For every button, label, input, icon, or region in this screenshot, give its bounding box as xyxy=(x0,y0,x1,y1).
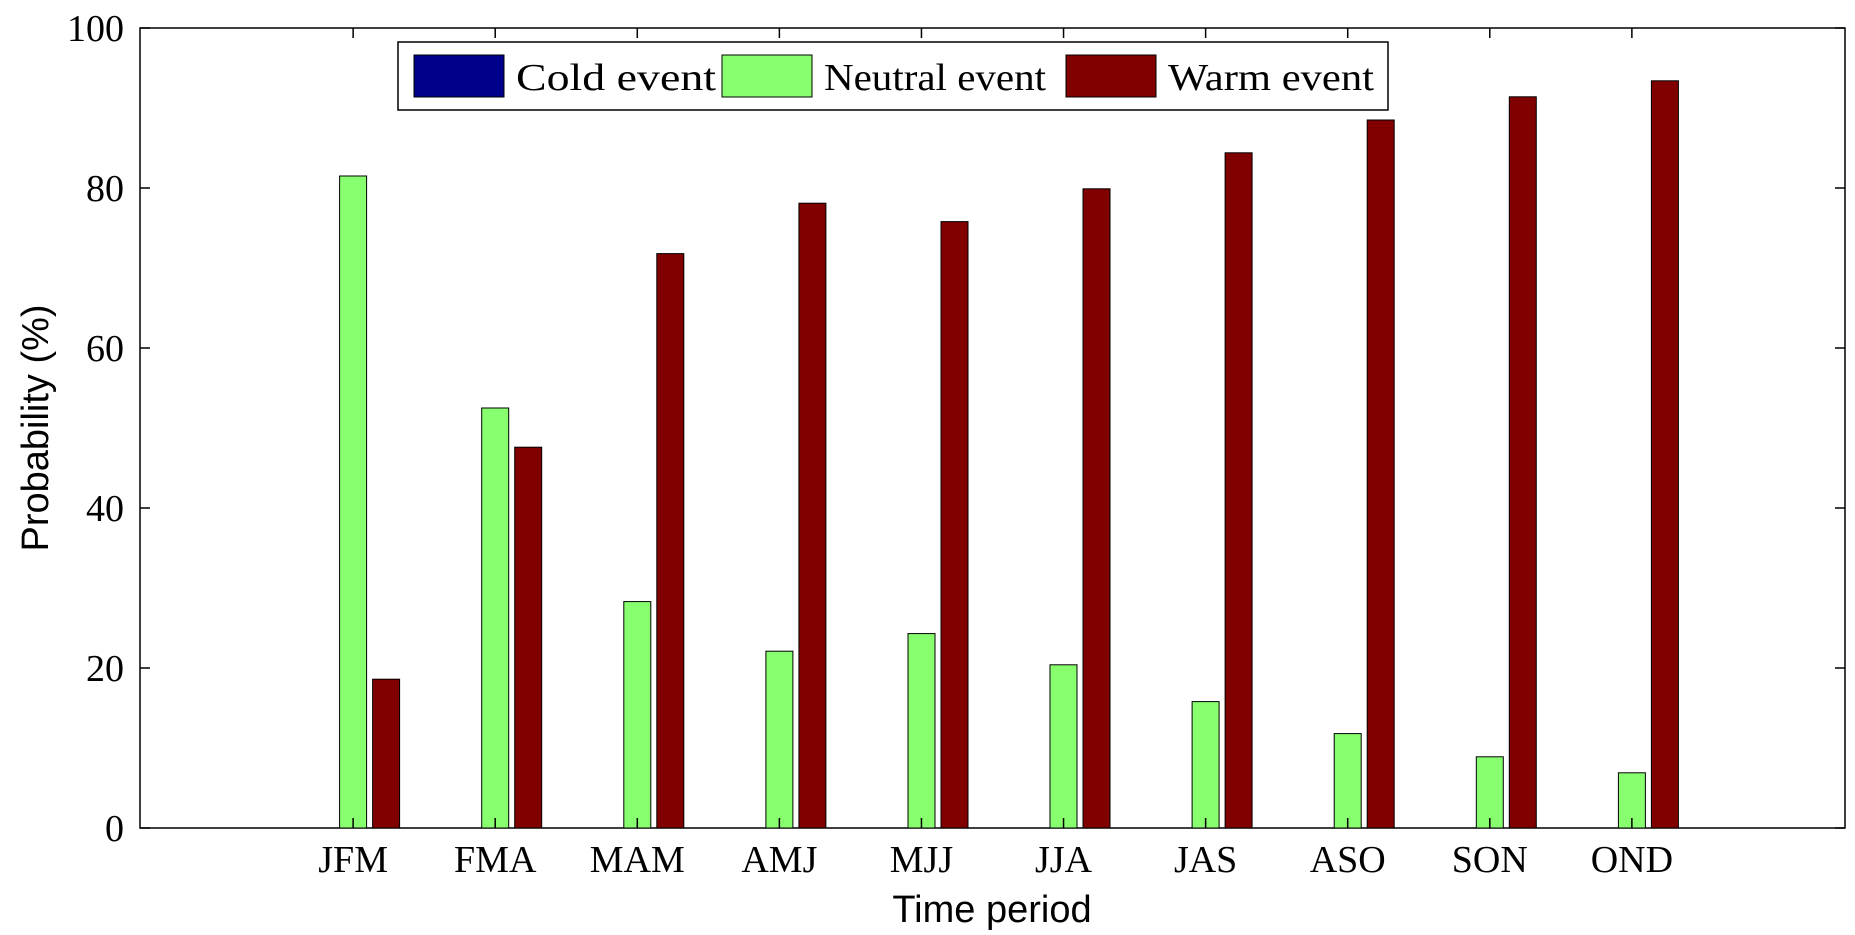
legend-swatch-warm-event xyxy=(1065,54,1157,98)
legend-swatch-neutral-event xyxy=(721,54,813,98)
x-tick-label: AMJ xyxy=(741,839,817,881)
bar-neutral-event-mam xyxy=(623,601,652,829)
legend-box xyxy=(397,41,1389,111)
y-tick-label: 40 xyxy=(86,488,124,530)
bar-warm-event-ond xyxy=(1650,80,1679,829)
bar-warm-event-mjj xyxy=(940,221,969,829)
x-tick-label: JJA xyxy=(1035,839,1093,881)
x-tick-label: JFM xyxy=(318,839,388,881)
bar-warm-event-son xyxy=(1508,96,1537,829)
y-tick-label: 100 xyxy=(67,8,124,50)
bar-neutral-event-mjj xyxy=(907,633,936,829)
y-tick-label: 0 xyxy=(105,808,124,850)
bar-warm-event-aso xyxy=(1366,119,1395,829)
bar-neutral-event-jas xyxy=(1191,701,1220,829)
legend: Cold event Neutral event Warm event xyxy=(397,41,1389,111)
x-tick-label: ASO xyxy=(1310,839,1386,881)
ticks-layer: 0 20 40 60 80 100 JFM FMA MAM AMJ MJJ JJA JAS ASO SON O… xyxy=(67,8,1845,881)
bar-warm-event-fma xyxy=(514,446,543,829)
legend-label-cold-event: Cold event xyxy=(516,57,717,99)
legend-label-neutral-event: Neutral event xyxy=(824,57,1046,99)
x-tick-label: OND xyxy=(1591,839,1673,881)
x-tick-label: JAS xyxy=(1174,839,1237,881)
x-axis-title: Time period xyxy=(892,889,1091,931)
bar-warm-event-jas xyxy=(1224,152,1253,829)
bar-neutral-event-son xyxy=(1475,756,1504,829)
bar-warm-event-amj xyxy=(798,202,827,829)
bar-neutral-event-aso xyxy=(1333,733,1362,829)
x-tick-label: SON xyxy=(1452,839,1528,881)
y-axis-title: Probability (%) xyxy=(15,304,57,551)
bar-neutral-event-jja xyxy=(1049,664,1078,829)
bar-warm-event-jfm xyxy=(372,678,401,829)
x-tick-label: FMA xyxy=(454,839,537,881)
bar-warm-event-mam xyxy=(656,253,685,829)
bar-neutral-event-fma xyxy=(481,407,510,829)
x-tick-label: MJJ xyxy=(890,839,953,881)
bar-neutral-event-jfm xyxy=(339,175,368,829)
y-tick-label: 80 xyxy=(86,168,124,210)
bar-warm-event-jja xyxy=(1082,188,1111,829)
y-tick-label: 20 xyxy=(86,648,124,690)
bars-layer xyxy=(339,80,1679,829)
y-tick-label: 60 xyxy=(86,328,124,370)
legend-swatch-cold-event xyxy=(413,54,505,98)
bar-neutral-event-amj xyxy=(765,650,794,829)
x-tick-label: MAM xyxy=(590,839,685,881)
plot-area-frame xyxy=(139,27,1846,829)
legend-label-warm-event: Warm event xyxy=(1168,57,1374,99)
